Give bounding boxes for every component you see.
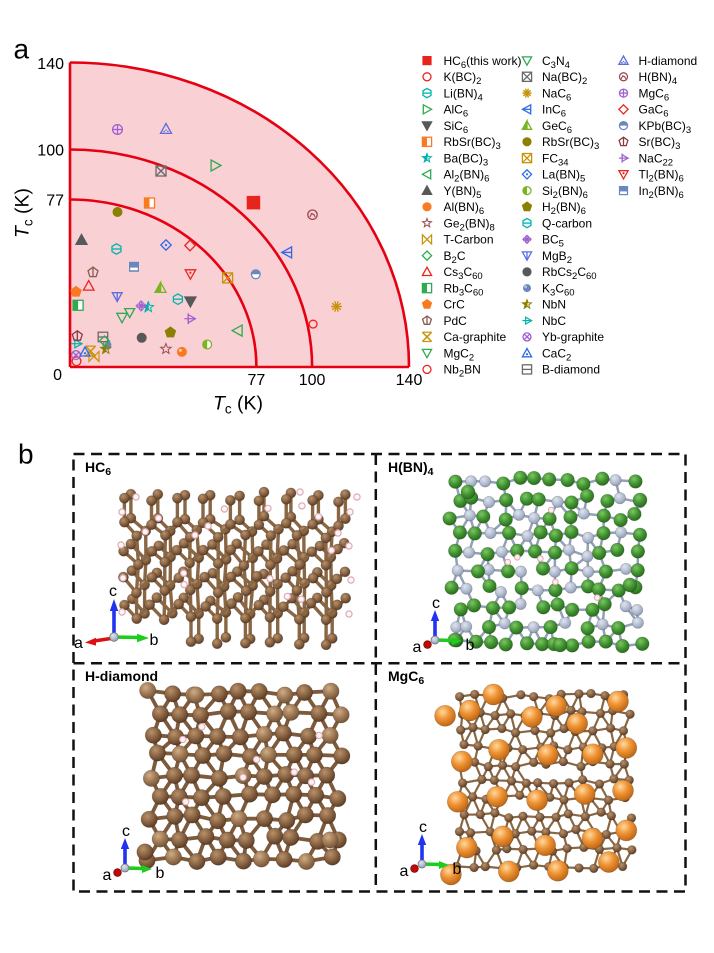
svg-text:b: b [150, 632, 159, 649]
svg-text:a: a [413, 639, 422, 656]
svg-text:140: 140 [396, 372, 423, 389]
svg-text:a: a [103, 867, 112, 884]
svg-text:0: 0 [53, 367, 62, 384]
svg-text:c: c [122, 823, 130, 840]
svg-text:FC34: FC34 [542, 151, 569, 168]
svg-text:Nb2BN: Nb2BN [444, 363, 481, 380]
svg-text:La(BN)5: La(BN)5 [542, 168, 585, 185]
svg-text:MgC6: MgC6 [388, 668, 424, 687]
svg-text:NbN: NbN [542, 298, 566, 312]
svg-text:KPb(BC)3: KPb(BC)3 [639, 119, 692, 136]
svg-text:RbCs2C60: RbCs2C60 [542, 265, 597, 282]
svg-text:Al2(BN)6: Al2(BN)6 [444, 168, 490, 185]
svg-text:Tc (K): Tc (K) [213, 393, 263, 417]
svg-text:GeC6: GeC6 [542, 119, 572, 136]
svg-text:140: 140 [37, 56, 64, 73]
svg-text:Ge2(BN)8: Ge2(BN)8 [444, 216, 495, 233]
svg-text:100: 100 [37, 143, 64, 160]
svg-text:a: a [400, 863, 409, 880]
svg-text:Ba(BC)3: Ba(BC)3 [444, 151, 489, 168]
svg-text:Tl2(BN)6: Tl2(BN)6 [639, 168, 684, 185]
svg-text:C3N4: C3N4 [542, 54, 570, 71]
svg-text:GaC6: GaC6 [639, 103, 669, 120]
svg-text:Sr(BC)3: Sr(BC)3 [639, 135, 681, 152]
svg-text:b: b [18, 439, 34, 470]
svg-text:NaC6: NaC6 [542, 86, 571, 103]
svg-text:NbC: NbC [542, 314, 566, 328]
svg-text:In2(BN)6: In2(BN)6 [639, 184, 684, 201]
svg-text:H(BN)4: H(BN)4 [388, 459, 434, 478]
svg-text:RbSr(BC)3: RbSr(BC)3 [444, 135, 501, 152]
svg-text:Al(BN)6: Al(BN)6 [444, 200, 485, 217]
svg-text:Si2(BN)6: Si2(BN)6 [542, 184, 588, 201]
svg-text:SiC6: SiC6 [444, 119, 469, 136]
svg-text:AlC6: AlC6 [444, 103, 469, 120]
svg-text:c: c [432, 595, 440, 612]
svg-text:CaC2: CaC2 [542, 346, 571, 363]
svg-text:Yb-graphite: Yb-graphite [542, 330, 604, 344]
svg-text:Y(BN)5: Y(BN)5 [444, 184, 482, 201]
svg-text:c: c [109, 583, 117, 600]
svg-text:K(BC)2: K(BC)2 [444, 70, 482, 87]
svg-text:T-Carbon: T-Carbon [444, 233, 494, 247]
svg-text:CrC: CrC [444, 298, 466, 312]
svg-text:H-diamond: H-diamond [85, 668, 158, 684]
svg-text:c: c [419, 819, 427, 836]
svg-text:NaC22: NaC22 [639, 151, 674, 168]
svg-text:b: b [453, 861, 462, 878]
svg-text:100: 100 [299, 372, 326, 389]
svg-text:Ca-graphite: Ca-graphite [444, 330, 507, 344]
svg-text:Na(BC)2: Na(BC)2 [542, 70, 587, 87]
svg-text:H-diamond: H-diamond [639, 54, 698, 68]
svg-text:HC6: HC6 [85, 459, 111, 478]
svg-text:PdC: PdC [444, 314, 468, 328]
svg-text:MgB2: MgB2 [542, 249, 572, 266]
svg-text:b: b [466, 637, 475, 654]
svg-text:77: 77 [248, 372, 266, 389]
svg-text:b: b [156, 865, 165, 882]
svg-text:MgC6: MgC6 [639, 86, 670, 103]
svg-text:B-diamond: B-diamond [542, 363, 600, 377]
svg-text:Q-carbon: Q-carbon [542, 216, 592, 230]
svg-text:Rb3C60: Rb3C60 [444, 281, 484, 298]
svg-text:MgC2: MgC2 [444, 346, 475, 363]
svg-text:Li(BN)4: Li(BN)4 [444, 86, 483, 103]
svg-text:H(BN)4: H(BN)4 [639, 70, 678, 87]
svg-text:Cs3C60: Cs3C60 [444, 265, 483, 282]
svg-text:InC6: InC6 [542, 103, 566, 120]
svg-text:HC6(this work): HC6(this work) [444, 54, 522, 71]
svg-text:a: a [14, 34, 30, 65]
svg-text:BC5: BC5 [542, 233, 564, 250]
svg-text:Tc (K): Tc (K) [12, 188, 36, 238]
svg-text:a: a [74, 635, 83, 652]
svg-text:H2(BN)6: H2(BN)6 [542, 200, 586, 217]
svg-text:77: 77 [46, 193, 64, 210]
svg-text:RbSr(BC)3: RbSr(BC)3 [542, 135, 599, 152]
svg-text:B2C: B2C [444, 249, 466, 266]
svg-text:K3C60: K3C60 [542, 281, 575, 298]
